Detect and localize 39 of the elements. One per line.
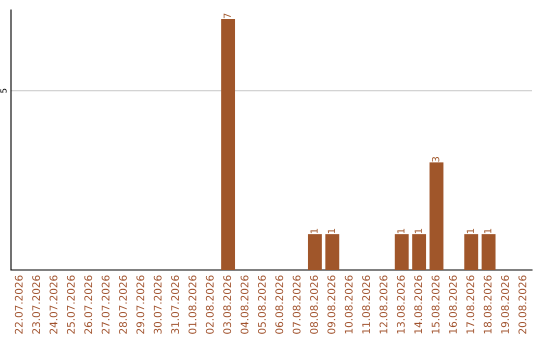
y-tick-label: 5	[0, 88, 7, 93]
x-tick-label: 11.08.2026	[362, 276, 370, 334]
x-tick-label: 18.08.2026	[484, 276, 492, 334]
x-tick-label: 08.08.2026	[310, 276, 318, 334]
x-tick-label: 26.07.2026	[84, 276, 92, 334]
data-label: 7	[224, 14, 231, 18]
x-tick-label: 16.08.2026	[448, 276, 457, 334]
x-tick-label: 23.07.2026	[32, 276, 40, 334]
x-tick-label: 24.07.2026	[50, 276, 58, 334]
x-tick-label: 09.08.2026	[327, 276, 336, 334]
x-tick-label: 03.08.2026	[223, 276, 232, 334]
x-tick-label: 07.08.2026	[292, 276, 301, 334]
x-tick-label: 15.08.2026	[432, 276, 440, 334]
x-tick-label: 27.07.2026	[102, 276, 110, 334]
x-tick-label: 28.07.2026	[119, 276, 127, 334]
x-tick-label: 13.08.2026	[396, 276, 405, 334]
data-label: 1	[466, 228, 474, 234]
x-tick-label: 25.07.2026	[66, 276, 75, 334]
x-tick-label: 22.07.2026	[14, 276, 23, 334]
x-tick-label: 12.08.2026	[380, 276, 388, 334]
x-tick-label: 17.08.2026	[466, 276, 474, 334]
x-tick-label: 05.08.2026	[258, 276, 266, 334]
data-label: 1	[484, 228, 492, 234]
x-tick-label: 19.08.2026	[501, 276, 509, 334]
data-label: 1	[414, 228, 422, 234]
x-tick-label: 29.07.2026	[136, 276, 144, 334]
x-tick-label: 01.08.2026	[188, 276, 196, 334]
data-label: 3	[432, 157, 440, 162]
x-tick-label: 20.08.2026	[518, 276, 526, 334]
x-tick-label: 04.08.2026	[240, 276, 248, 334]
x-tick-label: 10.08.2026	[344, 276, 353, 334]
x-tick-label: 06.08.2026	[275, 276, 284, 334]
data-label: 1	[397, 228, 404, 234]
x-tick-label: 30.07.2026	[154, 276, 162, 334]
data-label: 1	[328, 228, 335, 234]
x-tick-label: 14.08.2026	[414, 276, 422, 334]
x-tick-label: 31.07.2026	[171, 276, 180, 334]
data-label: 1	[310, 228, 318, 234]
x-tick-label: 02.08.2026	[206, 276, 214, 334]
